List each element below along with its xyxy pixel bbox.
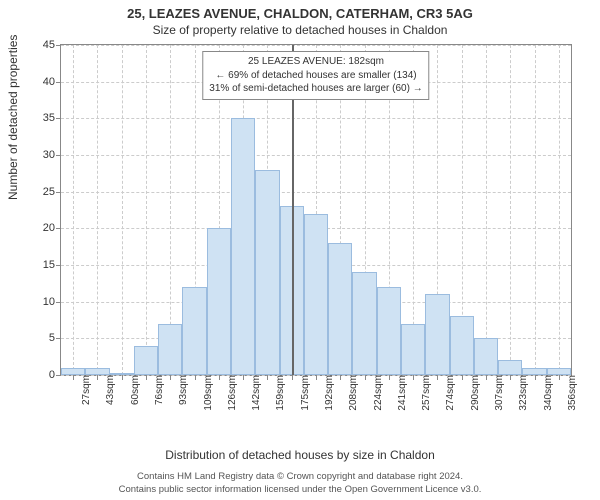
ytick-label: 15 bbox=[25, 259, 61, 271]
y-axis-label: Number of detached properties bbox=[6, 35, 20, 200]
grid-line bbox=[146, 45, 147, 375]
xtick-label: 93sqm bbox=[174, 375, 189, 405]
xtick-mark bbox=[243, 375, 244, 380]
xtick-mark bbox=[316, 375, 317, 380]
xtick-mark bbox=[170, 375, 171, 380]
histogram-bar bbox=[328, 243, 352, 375]
histogram-bar bbox=[207, 228, 231, 375]
xtick-mark bbox=[292, 375, 293, 380]
xtick-label: 208sqm bbox=[344, 375, 359, 411]
histogram-bar bbox=[134, 346, 158, 375]
xtick-mark bbox=[535, 375, 536, 380]
xtick-label: 109sqm bbox=[199, 375, 214, 411]
xtick-mark bbox=[73, 375, 74, 380]
xtick-mark bbox=[365, 375, 366, 380]
xtick-label: 323sqm bbox=[514, 375, 529, 411]
grid-line bbox=[97, 45, 98, 375]
annotation-line: 31% of semi-detached houses are larger (… bbox=[209, 82, 422, 96]
xtick-mark bbox=[437, 375, 438, 380]
xtick-label: 27sqm bbox=[77, 375, 92, 405]
grid-line bbox=[535, 45, 536, 375]
footer: Contains HM Land Registry data © Crown c… bbox=[0, 471, 600, 496]
ytick-label: 25 bbox=[25, 186, 61, 198]
xtick-label: 60sqm bbox=[126, 375, 141, 405]
xtick-label: 142sqm bbox=[247, 375, 262, 411]
xtick-label: 224sqm bbox=[369, 375, 384, 411]
histogram-bar bbox=[255, 170, 279, 375]
footer-line: Contains HM Land Registry data © Crown c… bbox=[0, 471, 600, 483]
xtick-mark bbox=[122, 375, 123, 380]
xtick-label: 241sqm bbox=[393, 375, 408, 411]
grid-line bbox=[559, 45, 560, 375]
grid-line bbox=[122, 45, 123, 375]
xtick-mark bbox=[195, 375, 196, 380]
ytick-label: 0 bbox=[25, 369, 61, 381]
xtick-mark bbox=[389, 375, 390, 380]
grid-line bbox=[486, 45, 487, 375]
ytick-label: 10 bbox=[25, 296, 61, 308]
grid-line bbox=[73, 45, 74, 375]
ytick-label: 35 bbox=[25, 112, 61, 124]
xtick-label: 192sqm bbox=[320, 375, 335, 411]
chart-subtitle: Size of property relative to detached ho… bbox=[0, 21, 600, 37]
histogram-plot: 05101520253035404527sqm43sqm60sqm76sqm93… bbox=[60, 44, 572, 376]
xtick-label: 307sqm bbox=[490, 375, 505, 411]
annotation-box: 25 LEAZES AVENUE: 182sqm ← 69% of detach… bbox=[202, 51, 429, 100]
xtick-mark bbox=[146, 375, 147, 380]
ytick-label: 20 bbox=[25, 222, 61, 234]
ytick-label: 40 bbox=[25, 76, 61, 88]
histogram-bar bbox=[474, 338, 498, 375]
xtick-label: 257sqm bbox=[417, 375, 432, 411]
histogram-bar bbox=[377, 287, 401, 375]
xtick-mark bbox=[462, 375, 463, 380]
footer-line: Contains public sector information licen… bbox=[0, 484, 600, 496]
grid-line bbox=[510, 45, 511, 375]
xtick-mark bbox=[486, 375, 487, 380]
xtick-label: 290sqm bbox=[466, 375, 481, 411]
histogram-bar bbox=[522, 368, 546, 375]
xtick-label: 159sqm bbox=[271, 375, 286, 411]
xtick-label: 76sqm bbox=[150, 375, 165, 405]
histogram-bar bbox=[182, 287, 206, 375]
annotation-line: 25 LEAZES AVENUE: 182sqm bbox=[209, 55, 422, 69]
histogram-bar bbox=[450, 316, 474, 375]
xtick-label: 43sqm bbox=[101, 375, 116, 405]
xtick-mark bbox=[559, 375, 560, 380]
chart-title: 25, LEAZES AVENUE, CHALDON, CATERHAM, CR… bbox=[0, 0, 600, 21]
xtick-mark bbox=[219, 375, 220, 380]
ytick-label: 5 bbox=[25, 332, 61, 344]
xtick-mark bbox=[267, 375, 268, 380]
histogram-bar bbox=[401, 324, 425, 375]
histogram-bar bbox=[547, 368, 571, 375]
xtick-mark bbox=[510, 375, 511, 380]
xtick-label: 340sqm bbox=[539, 375, 554, 411]
xtick-label: 274sqm bbox=[441, 375, 456, 411]
xtick-mark bbox=[97, 375, 98, 380]
histogram-bar bbox=[61, 368, 85, 375]
xtick-mark bbox=[413, 375, 414, 380]
histogram-bar bbox=[231, 118, 255, 375]
histogram-bar bbox=[158, 324, 182, 375]
histogram-bar bbox=[352, 272, 376, 375]
histogram-bar bbox=[425, 294, 449, 375]
histogram-bar bbox=[85, 368, 109, 375]
histogram-bar bbox=[304, 214, 328, 375]
ytick-label: 45 bbox=[25, 39, 61, 51]
xtick-label: 175sqm bbox=[296, 375, 311, 411]
histogram-bar bbox=[498, 360, 522, 375]
x-axis-label: Distribution of detached houses by size … bbox=[0, 448, 600, 462]
ytick-label: 30 bbox=[25, 149, 61, 161]
annotation-line: ← 69% of detached houses are smaller (13… bbox=[209, 69, 422, 83]
xtick-label: 126sqm bbox=[223, 375, 238, 411]
xtick-label: 356sqm bbox=[563, 375, 578, 411]
xtick-mark bbox=[340, 375, 341, 380]
